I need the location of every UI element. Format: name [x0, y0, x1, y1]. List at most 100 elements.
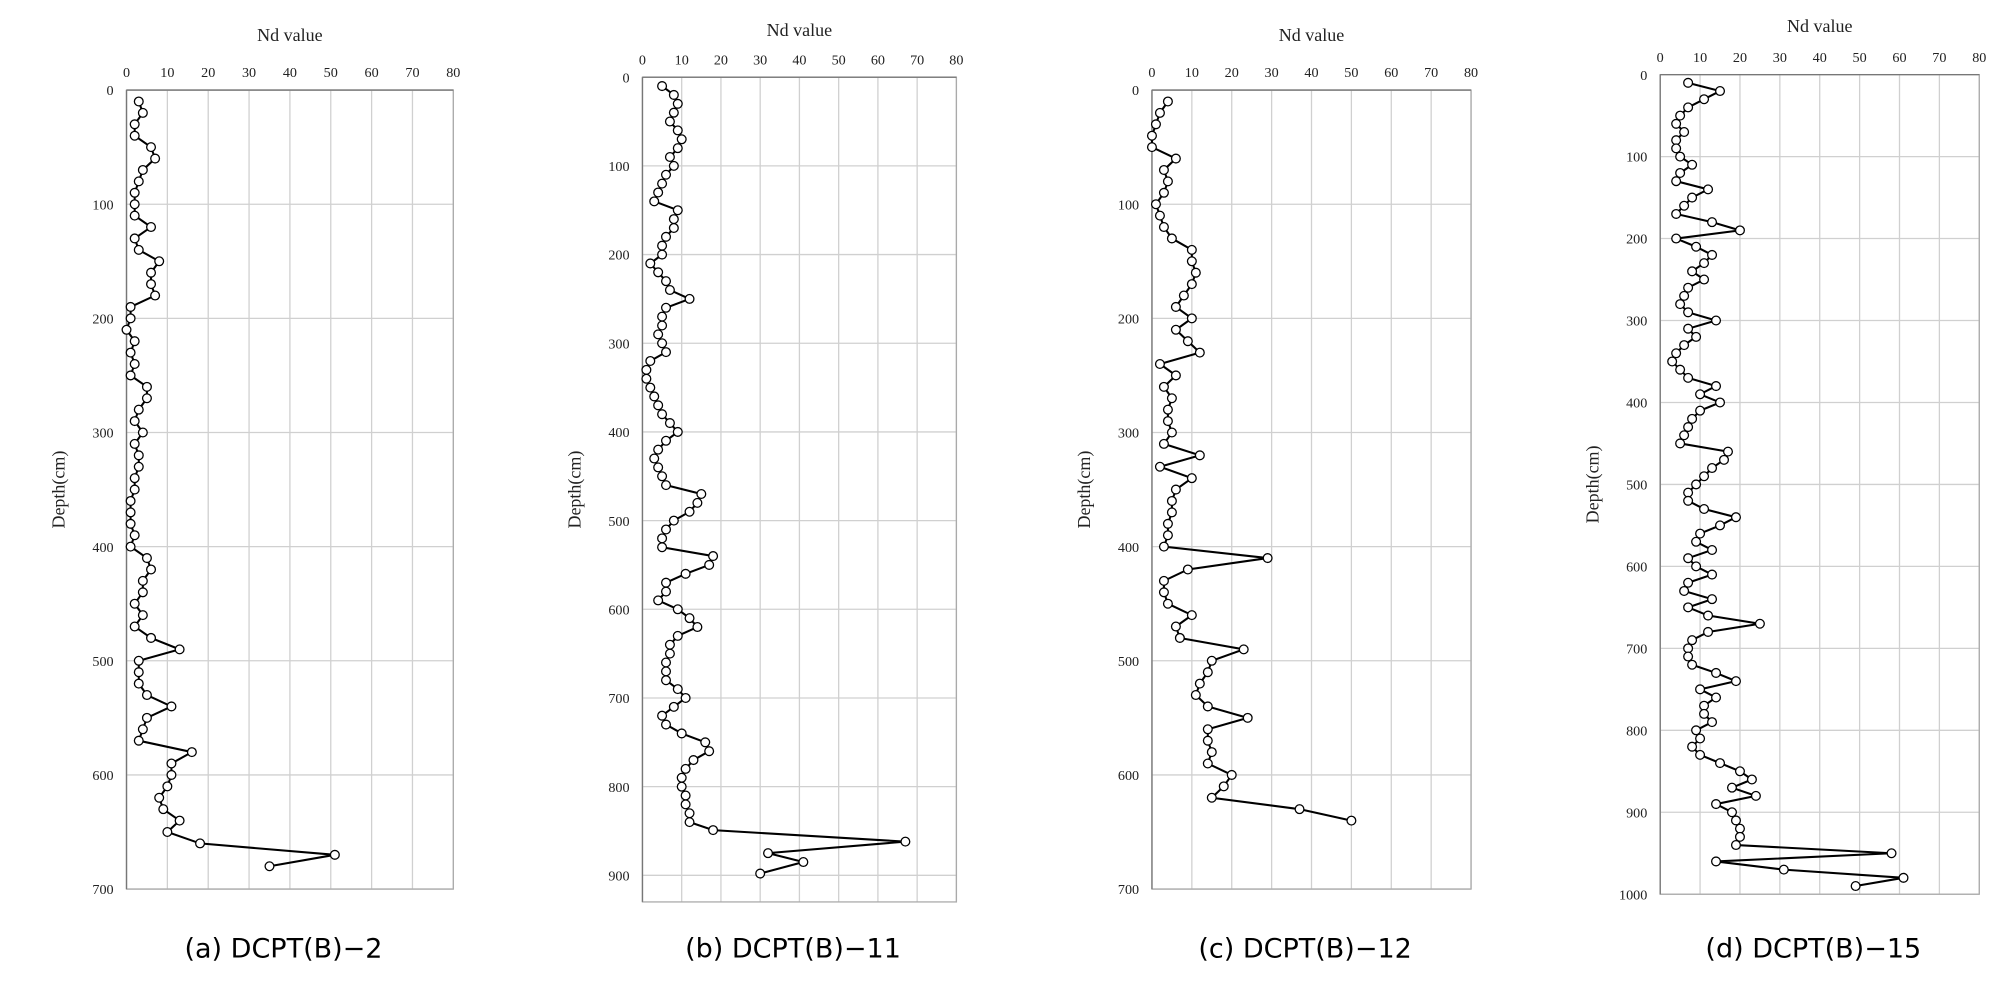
y-tick-label: 800 — [608, 780, 629, 796]
data-point — [1170, 324, 1181, 335]
data-point — [1886, 848, 1897, 859]
y-axis-title: Depth(cm) — [49, 451, 70, 529]
data-point — [657, 338, 668, 349]
data-point — [649, 196, 660, 207]
data-point — [1695, 749, 1706, 760]
data-point — [1158, 575, 1169, 586]
data-point — [668, 160, 679, 171]
data-point — [1154, 461, 1165, 472]
data-point — [1730, 512, 1741, 523]
data-point — [129, 187, 140, 198]
data-point — [668, 222, 679, 233]
y-tick-label: 900 — [608, 868, 629, 884]
data-point — [1687, 266, 1698, 277]
data-point — [755, 868, 766, 879]
data-point — [1675, 438, 1686, 449]
data-point — [1150, 119, 1161, 130]
data-point — [129, 233, 140, 244]
data-point — [158, 804, 169, 815]
data-point — [1671, 233, 1682, 244]
data-point — [1206, 655, 1217, 666]
data-point — [1194, 347, 1205, 358]
data-point — [1850, 881, 1861, 892]
data-point — [1154, 210, 1165, 221]
data-point — [1683, 577, 1694, 588]
x-axis-title: Nd value — [767, 20, 832, 40]
data-point — [1746, 774, 1757, 785]
data-point — [645, 355, 656, 366]
data-line — [645, 85, 906, 875]
y-tick-label: 500 — [1118, 654, 1139, 670]
data-point — [1707, 463, 1718, 474]
data-point — [141, 393, 152, 404]
data-point — [1158, 187, 1169, 198]
data-point — [660, 675, 672, 686]
y-axis-title: Depth(cm) — [1074, 451, 1095, 529]
y-axis-title: Depth(cm) — [1582, 445, 1603, 523]
data-point — [133, 461, 144, 472]
data-point — [1699, 258, 1710, 269]
data-point — [668, 214, 679, 225]
y-tick-label: 600 — [92, 768, 113, 784]
data-point — [653, 595, 664, 606]
y-tick-label: 400 — [608, 425, 629, 441]
data-point — [1262, 553, 1273, 564]
x-tick-label: 0 — [1148, 65, 1155, 81]
data-point — [1150, 199, 1161, 210]
data-point — [1679, 430, 1690, 441]
data-point — [1226, 769, 1237, 780]
x-tick-label: 0 — [639, 52, 646, 68]
data-point — [660, 657, 672, 668]
data-point — [660, 435, 672, 446]
data-point — [664, 648, 675, 659]
data-point — [1166, 427, 1177, 438]
data-point — [900, 836, 911, 847]
data-point — [174, 644, 185, 655]
data-point — [125, 313, 136, 324]
data-point — [1294, 804, 1305, 815]
data-point — [657, 178, 668, 189]
data-point — [1691, 479, 1702, 490]
data-point — [1711, 856, 1722, 867]
x-axis-title: Nd value — [1279, 25, 1344, 45]
data-point — [1675, 110, 1686, 121]
data-point — [125, 301, 136, 312]
data-point — [162, 826, 173, 838]
data-point — [798, 857, 809, 868]
x-tick-label: 50 — [324, 65, 338, 81]
data-point — [1683, 323, 1694, 334]
data-point — [1182, 336, 1193, 347]
y-tick-label: 0 — [1132, 83, 1139, 99]
y-tick-label: 500 — [608, 514, 629, 530]
data-point — [1699, 94, 1710, 105]
x-tick-label: 50 — [1853, 50, 1867, 66]
data-point — [664, 116, 675, 127]
data-point — [129, 416, 140, 427]
data-point — [645, 382, 656, 393]
data-point — [672, 205, 683, 216]
data-point — [684, 293, 695, 304]
data-point — [1718, 454, 1730, 465]
data-point — [129, 199, 140, 210]
data-point — [692, 622, 703, 633]
data-point — [708, 825, 719, 836]
data-point — [137, 587, 148, 598]
x-tick-label: 0 — [1657, 50, 1664, 66]
data-point — [672, 684, 683, 695]
data-point — [708, 551, 719, 562]
y-tick-label: 600 — [1118, 768, 1139, 784]
data-point — [1675, 299, 1686, 310]
data-point — [1186, 256, 1197, 267]
y-tick-label: 100 — [608, 159, 629, 175]
data-point — [680, 799, 691, 810]
data-point — [649, 391, 660, 402]
data-point — [1154, 358, 1165, 370]
caption: (d) DCPT(B)−15 — [1705, 933, 1921, 964]
data-point — [1162, 598, 1173, 609]
data-point — [1202, 667, 1213, 678]
data-point — [660, 347, 672, 358]
y-tick-label: 500 — [1626, 478, 1647, 494]
x-axis-title: Nd value — [1787, 16, 1852, 36]
x-tick-label: 20 — [1733, 50, 1747, 66]
data-point — [1683, 77, 1694, 88]
